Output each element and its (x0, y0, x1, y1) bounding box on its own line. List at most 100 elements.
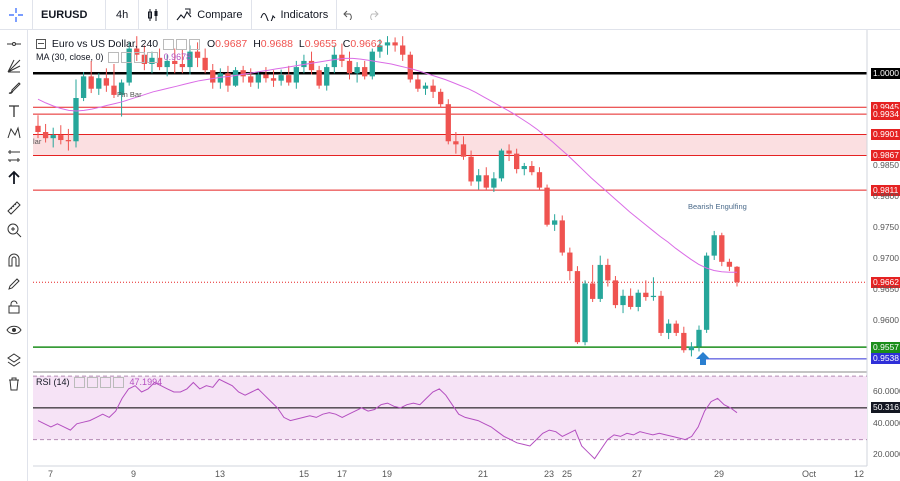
candle (232, 67, 239, 87)
candle-body (118, 82, 125, 95)
candle (589, 264, 596, 302)
candle-body (643, 292, 649, 298)
candle-body (445, 104, 451, 142)
candle (96, 73, 102, 95)
tool-layers[interactable] (4, 350, 23, 369)
candle-body (217, 73, 224, 83)
level-label[interactable]: 0.9557 (871, 341, 900, 353)
ma-close-icon[interactable] (134, 52, 146, 64)
tool-lock[interactable] (4, 297, 23, 316)
rsi-pane (33, 375, 867, 460)
candle (263, 67, 269, 83)
undo-button[interactable] (337, 0, 361, 29)
candle (734, 266, 740, 287)
left-annotation-fragment[interactable]: lar (33, 137, 42, 146)
candle (346, 51, 353, 80)
rsi-current-label[interactable]: 50.3161 (871, 402, 900, 414)
tool-visibility[interactable] (4, 320, 23, 339)
rsi-close-icon[interactable] (100, 377, 112, 389)
series-legend[interactable]: Euro vs US Dollar, 240 O0.9687 H0.9688 L… (36, 38, 382, 50)
tool-ruler[interactable] (4, 198, 23, 217)
candle-body (582, 283, 588, 343)
tool-gann[interactable] (4, 56, 23, 75)
eye-icon (5, 325, 22, 334)
candle (422, 82, 429, 95)
compare-button[interactable]: Compare (168, 0, 252, 29)
close-label: C (342, 38, 351, 50)
time-tick-label: 27 (632, 469, 643, 479)
ma-settings-icon[interactable] (108, 52, 120, 64)
settings-icon[interactable] (163, 38, 175, 50)
tool-stay-drawing[interactable] (4, 274, 23, 293)
magnet-icon (8, 253, 19, 266)
tool-brush[interactable] (4, 78, 23, 97)
ma-label: MA (30, close, 0) (36, 52, 104, 62)
collapse-icon[interactable] (36, 39, 46, 50)
bullish-arrow (696, 352, 710, 365)
tool-text[interactable] (4, 101, 23, 120)
tool-zoom[interactable] (4, 220, 23, 239)
candle (673, 320, 679, 336)
level-label[interactable]: 0.9901 (871, 128, 900, 140)
level-label[interactable]: 0.9934 (871, 108, 900, 120)
bearish-engulfing-annotation[interactable]: Bearish Engulfing (688, 202, 747, 211)
rsi-settings-icon[interactable] (74, 377, 86, 389)
candle (194, 42, 201, 68)
rsi-path (37, 378, 738, 460)
candle (384, 36, 391, 55)
chart-type-button[interactable] (139, 0, 169, 29)
candle (681, 326, 687, 353)
level-label[interactable]: 1.0000 (871, 67, 900, 79)
candle-body (270, 78, 277, 81)
redo-button[interactable] (361, 0, 385, 29)
tool-horizontal-line[interactable] (4, 34, 23, 53)
ma-legend[interactable]: MA (30, close, 0) 0.9678 (36, 52, 191, 64)
candle-body (711, 235, 717, 256)
rsi-more-icon[interactable] (113, 377, 125, 389)
indicators-button[interactable]: Indicators (252, 0, 338, 29)
level-label[interactable]: 0.9811 (871, 184, 900, 196)
candle-body (506, 150, 512, 154)
rsi-legend[interactable]: RSI (14) 47.1994 (36, 377, 162, 389)
candle (278, 69, 284, 86)
symbol-search[interactable]: EURUSD (33, 0, 106, 29)
tool-cursor[interactable] (4, 168, 23, 187)
candle-body (673, 323, 679, 333)
time-tick-label: 25 (562, 469, 573, 479)
level-label[interactable]: 0.9867 (871, 149, 900, 161)
time-tick-label: 13 (215, 469, 226, 479)
time-tick-label: 7 (48, 469, 54, 479)
rsi-visibility-icon[interactable] (87, 377, 99, 389)
supply-zone (33, 134, 867, 156)
candle (58, 125, 64, 145)
candles-icon (148, 8, 158, 21)
candle-body (658, 295, 664, 333)
ma-visibility-icon[interactable] (121, 52, 133, 64)
close-icon[interactable] (189, 38, 201, 50)
candle-body (65, 140, 72, 142)
candle-body (384, 42, 391, 46)
tool-pattern[interactable] (4, 123, 23, 142)
crosshair-button[interactable] (0, 0, 33, 29)
tool-remove[interactable] (4, 374, 23, 393)
current-price-label[interactable]: 0.9662 (871, 276, 900, 288)
candle (719, 232, 725, 267)
level-label[interactable]: 0.9945 (871, 101, 900, 113)
candle-body (688, 346, 695, 351)
interval-selector[interactable]: 4h (106, 0, 140, 29)
candle-body (483, 175, 489, 188)
tool-magnet[interactable] (4, 250, 23, 269)
candle (392, 37, 398, 52)
pin-bar-annotation[interactable]: Pin Bar (117, 90, 142, 99)
level-label[interactable]: 0.9538 (871, 353, 900, 365)
candle (567, 247, 573, 281)
visibility-icon[interactable] (176, 38, 188, 50)
time-tick-label: 29 (714, 469, 725, 479)
candle-body (476, 175, 482, 182)
tool-prediction[interactable] (4, 146, 23, 165)
candle (460, 136, 467, 160)
pattern-icon (7, 125, 20, 138)
price-tick-label: 0.9750 (873, 221, 899, 232)
ma-more-icon[interactable] (147, 52, 159, 64)
